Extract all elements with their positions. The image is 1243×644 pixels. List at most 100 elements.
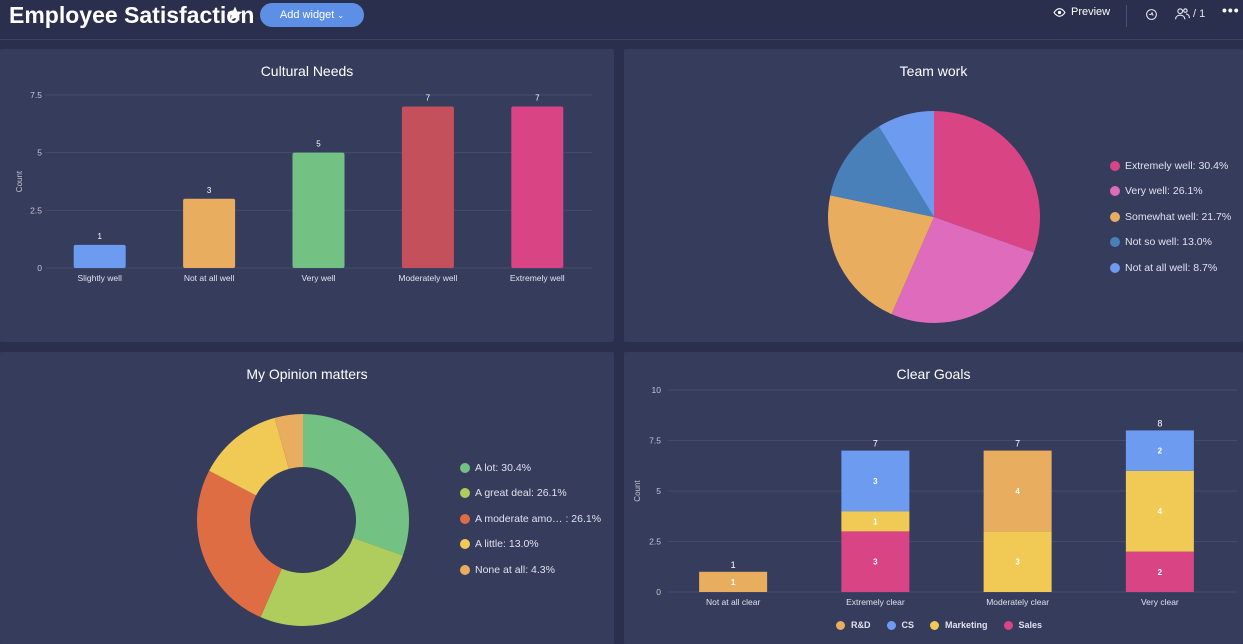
- bar-segment[interactable]: [983, 531, 1052, 592]
- legend-swatch: [930, 620, 940, 630]
- bar[interactable]: [511, 106, 564, 269]
- members-count: / 1: [1193, 7, 1206, 20]
- activity-icon[interactable]: [1145, 8, 1158, 21]
- pie-slice[interactable]: [891, 217, 1034, 324]
- legend-item[interactable]: Marketing: [930, 620, 988, 630]
- legend-item[interactable]: Extremely well: 30.4%: [1110, 153, 1231, 179]
- legend-swatch: [1110, 211, 1120, 222]
- pie-slice[interactable]: [197, 470, 282, 618]
- legend-swatch: [1003, 620, 1013, 630]
- board-members-button[interactable]: / 1: [1175, 7, 1205, 20]
- segment-label: 2: [1158, 568, 1163, 577]
- total-label: 8: [1157, 418, 1162, 428]
- legend-swatch: [1110, 186, 1120, 197]
- x-tick-label: Moderately clear: [986, 597, 1049, 607]
- eye-icon: [1053, 7, 1066, 17]
- bar[interactable]: [292, 152, 345, 268]
- x-tick-label: Very well: [301, 273, 335, 283]
- legend-item[interactable]: Not at all well: 8.7%: [1110, 255, 1231, 281]
- widget-team-work: Team work Extremely well: 30.4% Very well…: [624, 49, 1243, 342]
- bar[interactable]: [73, 244, 126, 268]
- legend-item[interactable]: Very well: 26.1%: [1110, 179, 1231, 205]
- segment-label: 3: [873, 558, 878, 567]
- star-icon[interactable]: [226, 5, 244, 23]
- legend-swatch: [460, 539, 470, 550]
- x-tick-label: Moderately well: [398, 273, 457, 283]
- bar-segment[interactable]: [841, 450, 910, 512]
- bar-segment[interactable]: [1125, 470, 1194, 552]
- widget-title: Cultural Needs: [260, 63, 354, 79]
- y-axis-label: Count: [633, 480, 642, 502]
- y-tick-label: 0: [37, 263, 42, 273]
- pie-slice[interactable]: [303, 414, 410, 556]
- bar[interactable]: [401, 106, 454, 269]
- total-label: 1: [731, 560, 736, 570]
- my-opinion-donut-chart: [197, 414, 410, 626]
- data-label: 5: [316, 140, 321, 149]
- data-label: 3: [207, 186, 212, 195]
- legend-label: Sales: [1018, 620, 1043, 630]
- data-label: 7: [535, 94, 540, 103]
- add-widget-label: Add widget: [279, 9, 335, 21]
- y-tick-label: 7.5: [30, 90, 42, 100]
- data-label: 7: [426, 94, 431, 103]
- pie-slice[interactable]: [828, 195, 934, 315]
- y-tick-label: 7.5: [649, 436, 661, 446]
- preview-label: Preview: [1071, 6, 1111, 18]
- bar-segment[interactable]: [841, 531, 910, 592]
- legend-item[interactable]: A moderate amo… : 26.1%: [460, 506, 601, 532]
- add-widget-button[interactable]: Add widget ⌄: [260, 3, 364, 27]
- pie-slice[interactable]: [209, 417, 289, 496]
- x-tick-label: Not at all well: [184, 273, 235, 283]
- y-tick-label: 5: [37, 148, 42, 158]
- x-tick-label: Extremely clear: [846, 597, 905, 607]
- legend-label: Somewhat well: 21.7%: [1125, 210, 1232, 223]
- pie-slice[interactable]: [260, 537, 403, 626]
- bar-segment[interactable]: [1125, 551, 1194, 592]
- segment-label: 3: [873, 477, 878, 486]
- board-header: Employee Satisfaction Add widget ⌄ Previe…: [0, 0, 1243, 40]
- legend-item[interactable]: A great deal: 26.1%: [460, 481, 601, 507]
- pie-slice[interactable]: [274, 414, 303, 469]
- clear-goals-legend: R&D CS Marketing Sales: [836, 620, 1042, 630]
- legend-swatch: [460, 462, 470, 473]
- legend-item[interactable]: A little: 13.0%: [460, 532, 601, 558]
- legend-label: Not at all well: 8.7%: [1125, 261, 1218, 274]
- bar-segment[interactable]: [983, 450, 1052, 532]
- more-options-icon[interactable]: •••: [1222, 2, 1240, 18]
- legend-item[interactable]: Somewhat well: 21.7%: [1110, 204, 1231, 230]
- legend-label: Marketing: [945, 620, 988, 630]
- widget-cultural-needs: Cultural Needs 7.5 5 2.5 0 Count 1 Slightly we…: [0, 49, 614, 342]
- legend-item[interactable]: None at all: 4.3%: [460, 557, 601, 583]
- legend-item[interactable]: A lot: 30.4%: [460, 455, 601, 481]
- bar-segment[interactable]: [841, 511, 910, 532]
- legend-label: CS: [901, 620, 915, 630]
- legend-item[interactable]: CS: [886, 620, 915, 630]
- y-tick-label: 2.5: [30, 205, 42, 215]
- bar-segment[interactable]: [1125, 430, 1194, 471]
- legend-swatch: [1110, 262, 1120, 273]
- board-title[interactable]: Employee Satisfaction: [9, 2, 255, 28]
- preview-button[interactable]: Preview: [1053, 6, 1110, 18]
- bar-segment[interactable]: [699, 571, 768, 592]
- legend-label: A moderate amo… : 26.1%: [475, 512, 602, 525]
- legend-item[interactable]: Sales: [1003, 620, 1043, 630]
- pie-slice[interactable]: [878, 111, 934, 217]
- team-work-legend: Extremely well: 30.4% Very well: 26.1% Som…: [1110, 153, 1231, 281]
- legend-swatch: [460, 488, 470, 499]
- bar[interactable]: [183, 198, 236, 268]
- legend-item[interactable]: R&D: [836, 620, 871, 630]
- pie-slice[interactable]: [934, 111, 1040, 253]
- pie-slice[interactable]: [830, 126, 934, 217]
- legend-swatch: [1110, 237, 1120, 248]
- segment-label: 1: [731, 578, 736, 587]
- chevron-down-icon: ⌄: [337, 11, 345, 20]
- legend-label: Not so well: 13.0%: [1125, 236, 1212, 249]
- legend-label: A lot: 30.4%: [475, 461, 532, 474]
- widget-clear-goals: Clear Goals 10 7.5 5 2.5 0 Count 1 1 Not at all …: [624, 352, 1243, 644]
- legend-swatch: [836, 620, 845, 630]
- widget-my-opinion-matters: My Opinion matters A lot: 30.4% A great d…: [0, 352, 614, 644]
- segment-label: 2: [1158, 447, 1163, 456]
- widget-title: Clear Goals: [896, 366, 971, 382]
- legend-item[interactable]: Not so well: 13.0%: [1110, 230, 1231, 256]
